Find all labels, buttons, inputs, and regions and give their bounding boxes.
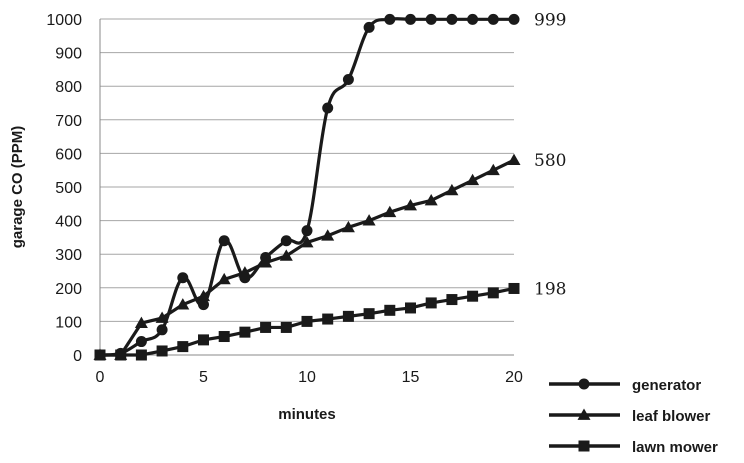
data-point-circle: [384, 13, 396, 25]
data-point-square: [239, 326, 251, 338]
data-point-square: [405, 302, 416, 314]
data-point-square: [280, 321, 292, 333]
x-axis-title: minutes: [278, 406, 336, 423]
data-point-circle: [156, 324, 168, 336]
data-point-triangle: [155, 311, 169, 323]
data-point-square: [260, 321, 272, 333]
data-point-triangle: [404, 198, 417, 211]
data-point-square: [218, 331, 230, 343]
data-point-circle: [425, 13, 437, 25]
data-point-circle: [405, 13, 416, 25]
data-point-square: [177, 341, 189, 353]
y-tick-label: 1000: [46, 12, 82, 29]
y-tick-label: 300: [55, 247, 82, 264]
data-point-triangle: [197, 289, 210, 302]
data-point-square: [156, 345, 168, 357]
data-point-circle: [322, 102, 334, 114]
data-point-square: [301, 315, 313, 327]
x-tick-label: 15: [402, 369, 420, 386]
data-point-triangle: [486, 163, 500, 176]
x-tick-label: 20: [505, 369, 523, 386]
data-point-circle: [363, 21, 375, 33]
data-point-triangle: [362, 214, 376, 226]
y-axis-title: garage CO (PPM): [9, 126, 26, 249]
data-point-square: [508, 282, 520, 294]
legend-label: generator: [632, 377, 701, 394]
y-tick-label: 600: [55, 146, 82, 163]
data-point-triangle: [259, 256, 273, 268]
data-point-triangle: [134, 316, 148, 328]
data-point-triangle: [383, 205, 397, 218]
data-point-triangle: [507, 153, 521, 165]
data-point-circle: [467, 13, 479, 25]
series-end-label: 198: [534, 279, 566, 299]
data-point-circle: [508, 13, 520, 25]
data-point-square: [135, 349, 147, 361]
data-point-triangle: [424, 193, 438, 206]
data-point-square: [198, 334, 209, 346]
data-point-triangle: [341, 220, 355, 233]
data-point-circle: [177, 272, 189, 284]
y-tick-label: 100: [55, 314, 82, 331]
data-point-triangle: [217, 272, 231, 285]
legend-marker-square: [578, 440, 590, 452]
data-point-square: [384, 304, 396, 316]
x-tick-label: 0: [96, 369, 105, 386]
data-point-triangle: [300, 235, 314, 248]
data-point-triangle: [238, 266, 252, 278]
y-tick-label: 500: [55, 180, 82, 197]
data-point-square: [322, 313, 334, 325]
data-point-square: [363, 308, 375, 320]
y-tick-label: 400: [55, 214, 82, 231]
legend-marker-triangle: [577, 408, 591, 420]
data-point-circle: [301, 225, 313, 237]
data-point-square: [487, 287, 499, 299]
data-point-triangle: [176, 298, 190, 310]
y-tick-label: 800: [55, 79, 82, 96]
x-tick-label: 10: [298, 369, 316, 386]
legend-label: leaf blower: [632, 408, 711, 425]
data-point-circle: [342, 73, 354, 85]
data-point-triangle: [445, 183, 459, 196]
data-point-square: [94, 349, 106, 361]
data-point-square: [467, 290, 479, 302]
data-point-circle: [487, 13, 499, 25]
data-point-triangle: [466, 173, 480, 186]
legend-label: lawn mower: [632, 439, 718, 456]
data-point-square: [446, 294, 458, 306]
y-tick-label: 900: [55, 46, 82, 63]
data-point-circle: [446, 13, 458, 25]
data-point-square: [342, 310, 354, 322]
legend-marker-circle: [578, 378, 590, 390]
series-end-label: 580: [534, 151, 566, 171]
y-tick-label: 700: [55, 113, 82, 130]
data-point-triangle: [321, 229, 335, 241]
data-point-circle: [280, 235, 292, 247]
y-tick-label: 200: [55, 281, 82, 298]
data-point-circle: [135, 336, 147, 348]
series-end-label: 999: [534, 10, 566, 30]
y-tick-label: 0: [73, 348, 82, 365]
data-point-circle: [218, 235, 230, 247]
x-tick-label: 5: [199, 369, 208, 386]
data-point-triangle: [279, 249, 293, 261]
data-point-square: [115, 349, 127, 361]
data-point-square: [425, 297, 437, 309]
data-point-circle: [198, 299, 209, 311]
